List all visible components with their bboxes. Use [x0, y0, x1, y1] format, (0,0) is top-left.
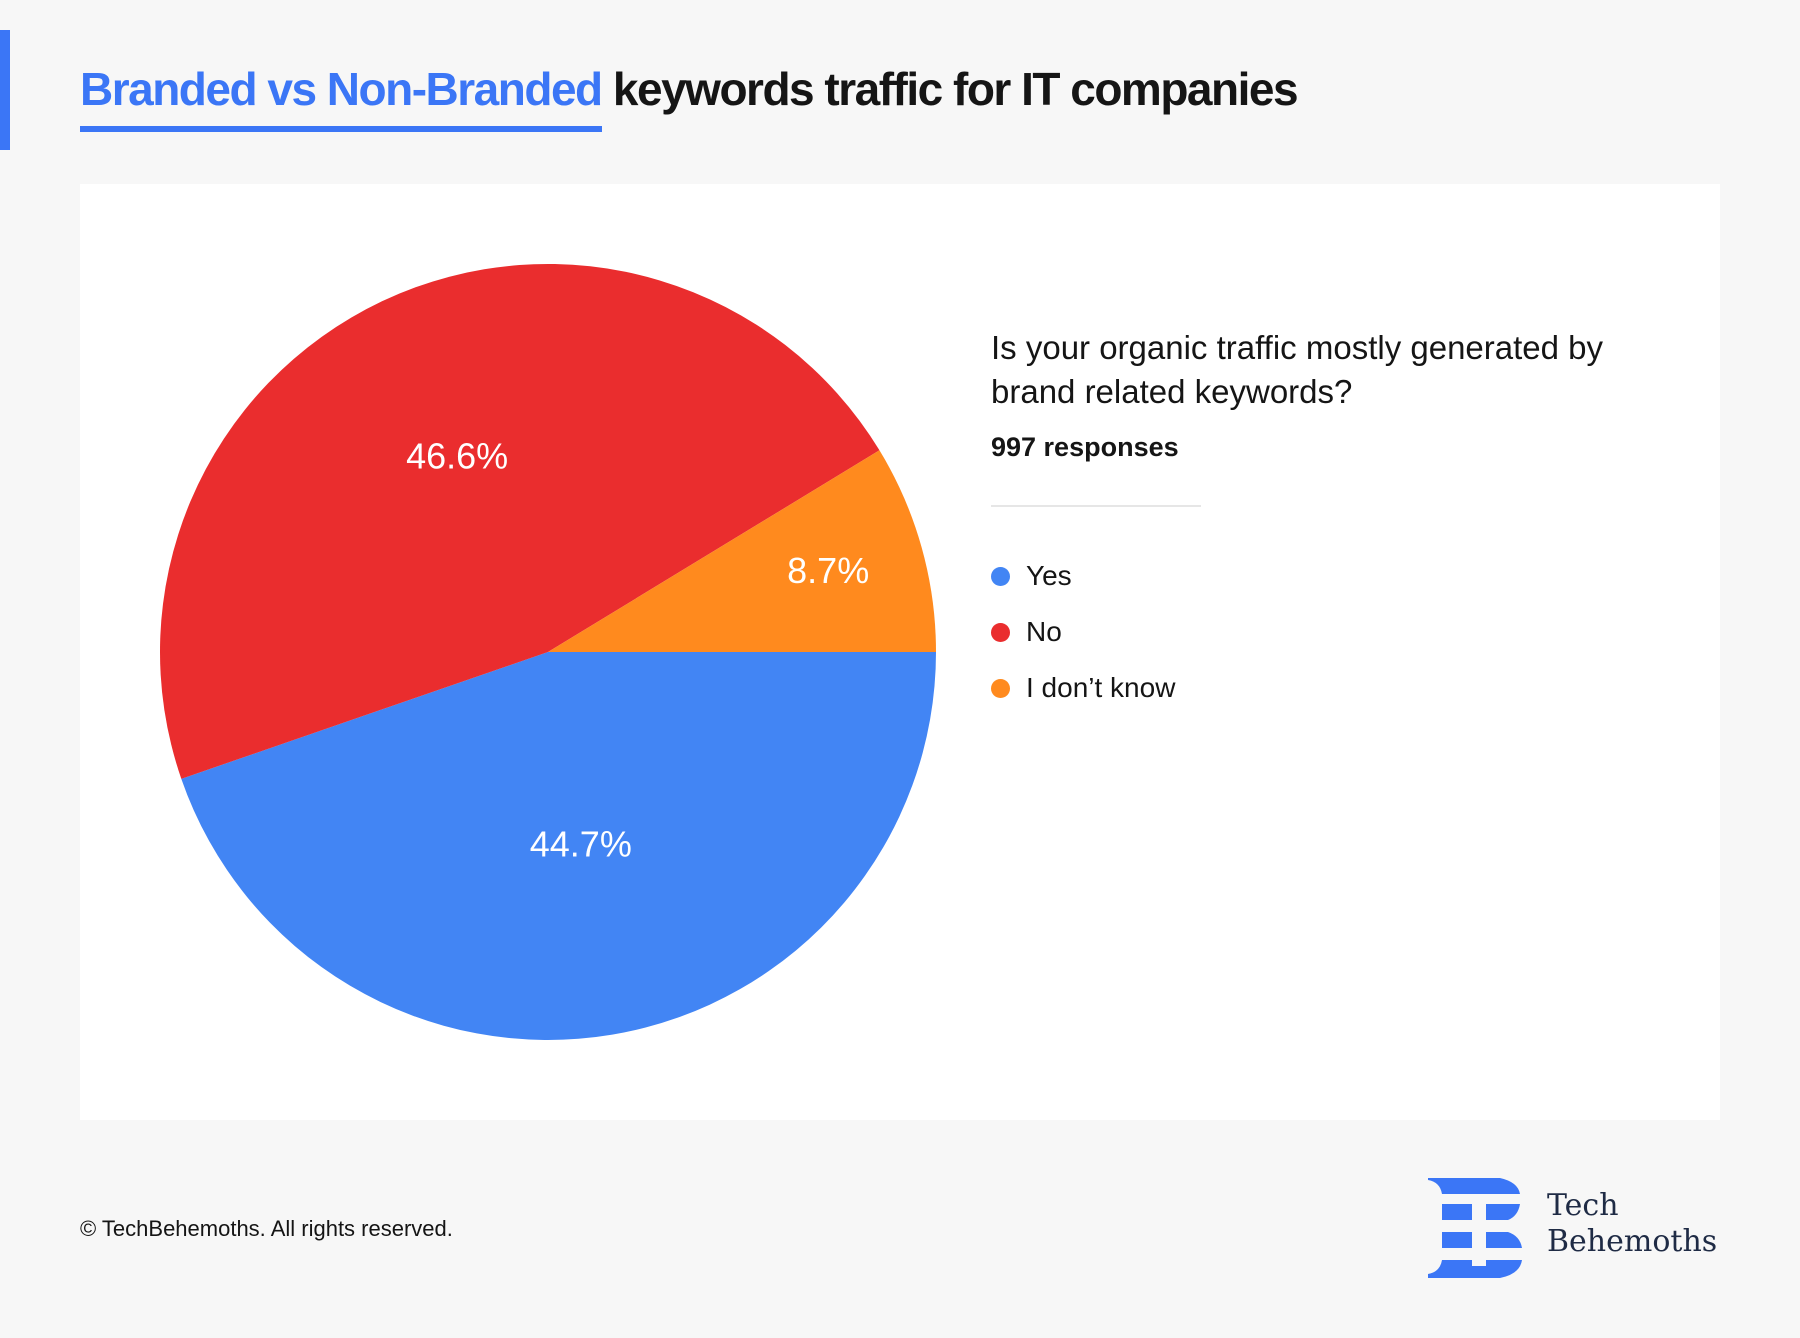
legend-item: Yes [991, 548, 1175, 604]
logo-text: Tech Behemoths [1547, 1188, 1717, 1260]
pie-slice-no [160, 264, 880, 779]
pie-slice-yes [181, 652, 936, 1040]
pie-slice-i-don-t-know [548, 450, 936, 652]
legend-dot-icon [991, 678, 1010, 698]
legend: Yes No I don’t know [991, 548, 1175, 716]
slice-label: 44.7% [530, 824, 632, 865]
accent-bar [0, 30, 10, 150]
legend-label: I don’t know [1026, 672, 1176, 703]
copyright: © TechBehemoths. All rights reserved. [80, 1216, 453, 1241]
legend-label: Yes [1026, 560, 1072, 591]
legend-item: I don’t know [991, 660, 1175, 716]
page-title: Branded vs Non-Branded keywords traffic … [80, 62, 1299, 132]
slice-label: 46.6% [406, 435, 508, 476]
legend-dot-icon [991, 566, 1010, 586]
legend-label: No [1026, 616, 1062, 647]
logo-line1: Tech [1547, 1188, 1619, 1223]
logo-line2: Behemoths [1547, 1224, 1718, 1259]
techbehemoths-logo-icon [1428, 1178, 1522, 1278]
legend-dot-icon [991, 622, 1010, 642]
title-highlight: Branded vs Non-Branded [80, 63, 603, 132]
divider [991, 505, 1201, 507]
slice-label: 8.7% [787, 550, 869, 591]
title-rest: keywords traffic for IT companies [601, 63, 1299, 115]
responses-count: 997 responses [991, 432, 1179, 462]
legend-item: No [991, 604, 1175, 660]
chart-card: 44.7% 46.6% 8.7% Is your organic traffic m… [80, 184, 1720, 1120]
pie-chart: 44.7% 46.6% 8.7% [160, 264, 936, 1040]
chart-question: Is your organic traffic mostly generated… [991, 329, 1604, 410]
